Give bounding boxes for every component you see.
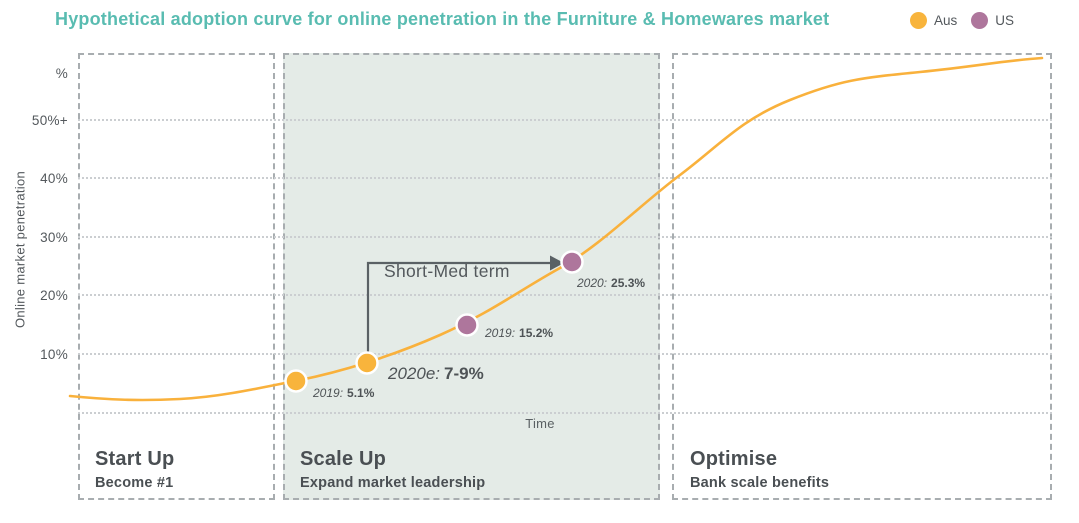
marker-us-2019 [455, 313, 479, 337]
label-aus-2019-year: 2019: [313, 386, 344, 400]
phase-caption-scale-up: Scale Up Expand market leadership [300, 448, 485, 491]
short-med-term-arrow [366, 261, 550, 356]
phase-box-optimise [672, 53, 1052, 500]
phase-box-scale-up [283, 53, 660, 500]
phase-name-scale-up: Scale Up [300, 448, 387, 470]
aus-series-dot-icon [910, 12, 927, 29]
x-axis-label: Time [525, 416, 555, 431]
label-aus-2019-value: 5.1% [347, 386, 375, 400]
label-us-2020-value: 25.3% [611, 276, 646, 290]
us-series-dot-icon [971, 12, 989, 29]
gridline-40 [78, 177, 1052, 179]
y-tick-20: 20% [40, 288, 68, 303]
label-us-2019-value: 15.2% [519, 326, 554, 340]
legend-label-aus: Aus [934, 13, 958, 28]
gridline-10 [78, 353, 1052, 355]
y-axis-unit: % [55, 66, 68, 81]
y-tick-30: 30% [40, 230, 68, 245]
marker-aus-2019 [284, 369, 308, 393]
label-aus-2020e-value: 7-9% [444, 364, 484, 383]
legend: Aus US [910, 12, 1014, 29]
phase-caption-optimise: Optimise Bank scale benefits [690, 448, 829, 491]
phase-caption-start-up: Start Up Become #1 [95, 448, 174, 491]
label-aus-2020e-year: 2020e: [388, 364, 440, 383]
label-us-2020-year: 2020: [577, 276, 608, 290]
y-tick-40: 40% [40, 171, 68, 186]
phase-subtitle-start-up: Become #1 [95, 475, 174, 491]
label-aus-2019: 2019: 5.1% [313, 386, 374, 400]
y-tick-50plus: 50%+ [31, 113, 68, 128]
arrowhead-icon [550, 255, 564, 271]
label-us-2019-year: 2019: [485, 326, 516, 340]
label-us-2020: 2020: 25.3% [577, 276, 645, 290]
legend-item-aus: Aus [910, 12, 957, 29]
marker-aus-2020e [355, 351, 379, 375]
gridline-30 [78, 236, 1052, 238]
gridline-baseline [78, 412, 1052, 414]
gridline-50 [78, 119, 1052, 121]
phase-name-start-up: Start Up [95, 448, 175, 470]
gridline-20 [78, 294, 1052, 296]
label-aus-2020e: 2020e: 7-9% [388, 364, 484, 384]
phase-box-start-up [78, 53, 275, 500]
chart-title: Hypothetical adoption curve for online p… [55, 9, 830, 29]
legend-item-us: US [971, 12, 1014, 29]
y-tick-10: 10% [40, 347, 68, 362]
marker-us-2020 [560, 250, 584, 274]
phase-subtitle-optimise: Bank scale benefits [690, 475, 830, 491]
adoption-s-curve [68, 56, 1044, 402]
legend-label-us: US [995, 13, 1015, 28]
phase-name-optimise: Optimise [690, 448, 778, 470]
label-us-2019: 2019: 15.2% [485, 326, 553, 340]
short-med-term-label: Short-Med term [384, 261, 510, 281]
phase-subtitle-scale-up: Expand market leadership [300, 475, 486, 491]
